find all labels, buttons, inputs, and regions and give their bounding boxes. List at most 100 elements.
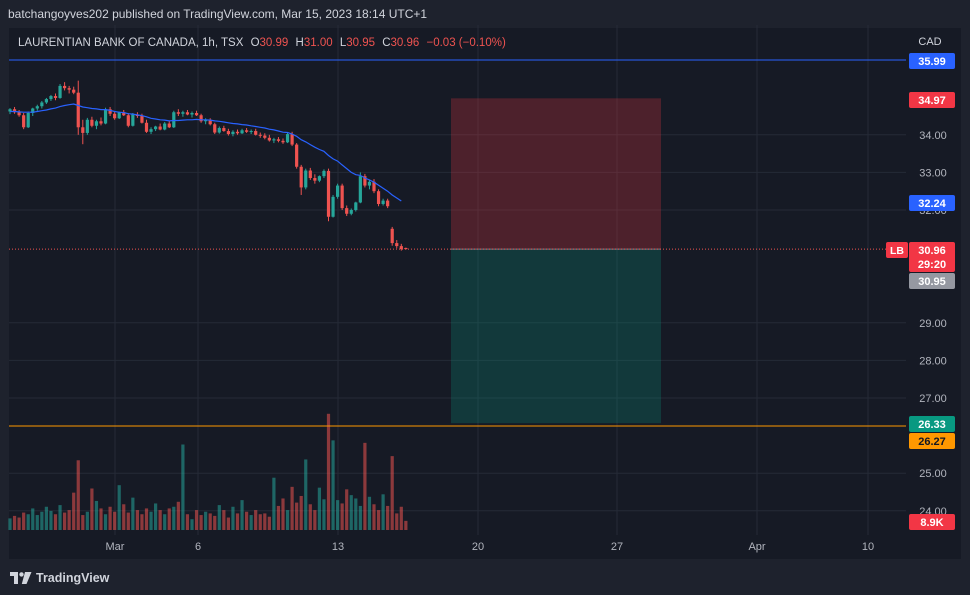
candle-body [285, 134, 290, 143]
top-bar: batchangoyves202 published on TradingVie… [0, 0, 970, 28]
volume-bar [285, 510, 290, 530]
volume-bar [17, 517, 21, 530]
volume-bar [158, 510, 162, 530]
volume-bar [49, 510, 53, 530]
horizontal-line-price-label: 35.99 [918, 56, 946, 68]
candle-body [326, 170, 331, 217]
candle-body [117, 112, 121, 119]
volume-bar [226, 517, 230, 530]
candle-body [26, 112, 30, 128]
candle-body [354, 202, 358, 210]
time-tick-label: 10 [862, 541, 874, 553]
volume-bar [267, 516, 271, 530]
candle-body [22, 115, 26, 128]
candle-body [372, 181, 376, 192]
candle-body [53, 96, 58, 98]
candle-body [35, 106, 39, 109]
legend-low-label: L [340, 37, 347, 49]
volume-bar [72, 492, 76, 530]
target-zone [451, 249, 661, 424]
volume-bar [276, 505, 281, 530]
volume-bar [108, 506, 112, 530]
moving-average-price-label: 32.24 [918, 198, 946, 210]
volume-bar [76, 460, 80, 530]
candle-body [404, 247, 408, 250]
volume-bar [26, 514, 30, 530]
chart-panel[interactable] [9, 28, 961, 559]
volume-bar [135, 510, 139, 530]
short-position-tool[interactable] [451, 98, 661, 424]
price-axis[interactable]: 24.0025.0027.0028.0029.0032.0033.0034.00… [886, 53, 955, 530]
candle-body [176, 112, 180, 114]
volume-bar [354, 498, 358, 530]
stop-zone [451, 98, 661, 250]
candle-body [12, 109, 17, 113]
volume-bar [90, 488, 94, 530]
level-lines[interactable] [9, 59, 906, 427]
candle-body [44, 99, 48, 103]
candle-body [363, 176, 367, 186]
candle-body [231, 131, 235, 135]
candle-body [67, 88, 71, 90]
candle-body [349, 210, 353, 214]
candle-body [131, 114, 135, 126]
volume-bar [213, 515, 217, 530]
candle-body [81, 127, 85, 133]
volume-bar [167, 508, 171, 530]
candle-body [103, 109, 108, 124]
target-level-badge [909, 416, 955, 432]
candle-body [267, 137, 271, 141]
moving-average-line [10, 103, 402, 202]
volume-bar [176, 501, 180, 530]
volume-bar [103, 514, 108, 530]
legend-change: −0.03 (−0.10%) [427, 37, 506, 49]
volume-bar [181, 444, 185, 530]
candle-body [395, 243, 399, 247]
candle-body [99, 121, 103, 124]
volume-bar [190, 519, 194, 530]
candle-body [31, 108, 35, 113]
volume-bar [336, 500, 340, 530]
volume-bar [185, 514, 190, 530]
time-tick-label: 20 [472, 541, 484, 553]
candle-body [72, 89, 76, 93]
candle-body [90, 119, 94, 126]
candle-body [208, 119, 212, 125]
volume-price-label: 8.9K [920, 517, 943, 529]
volume-bar [395, 513, 399, 530]
candle-body [240, 130, 244, 134]
time-axis[interactable]: Mar 6 13 20 27 Apr 10 [106, 541, 875, 553]
volume-bar [249, 515, 253, 530]
candle-body [113, 113, 117, 119]
volume-bar [272, 477, 276, 530]
candle-body [17, 112, 21, 116]
bid-price-label: 30.95 [918, 276, 946, 288]
volume-bar [217, 505, 221, 530]
orange-line-price-label: 26.27 [918, 436, 946, 448]
volume-bar [31, 508, 35, 530]
volume-bar [340, 503, 344, 530]
volume-bar [53, 514, 58, 530]
volume-bar [222, 510, 226, 530]
candle-body [217, 128, 221, 133]
price-tick-label: 28.00 [919, 355, 947, 367]
candle-body [381, 200, 385, 204]
volume-bar [149, 511, 153, 530]
volume-bar [240, 500, 244, 530]
price-tick-label: 25.00 [919, 468, 947, 480]
volume-bar [245, 511, 249, 530]
candle-body [290, 134, 294, 145]
volume-bar [290, 486, 294, 530]
volume-bar [126, 512, 130, 530]
candle-body [204, 119, 208, 122]
tradingview-logo[interactable]: TradingView [10, 570, 109, 586]
volume-bar [345, 489, 349, 530]
volume-bar [122, 504, 126, 530]
candle-body [40, 102, 44, 107]
volume-bar [163, 514, 167, 530]
candle-body [63, 85, 67, 89]
volume-bar [304, 459, 308, 530]
candle-body [213, 124, 217, 133]
candle-body [122, 112, 126, 116]
